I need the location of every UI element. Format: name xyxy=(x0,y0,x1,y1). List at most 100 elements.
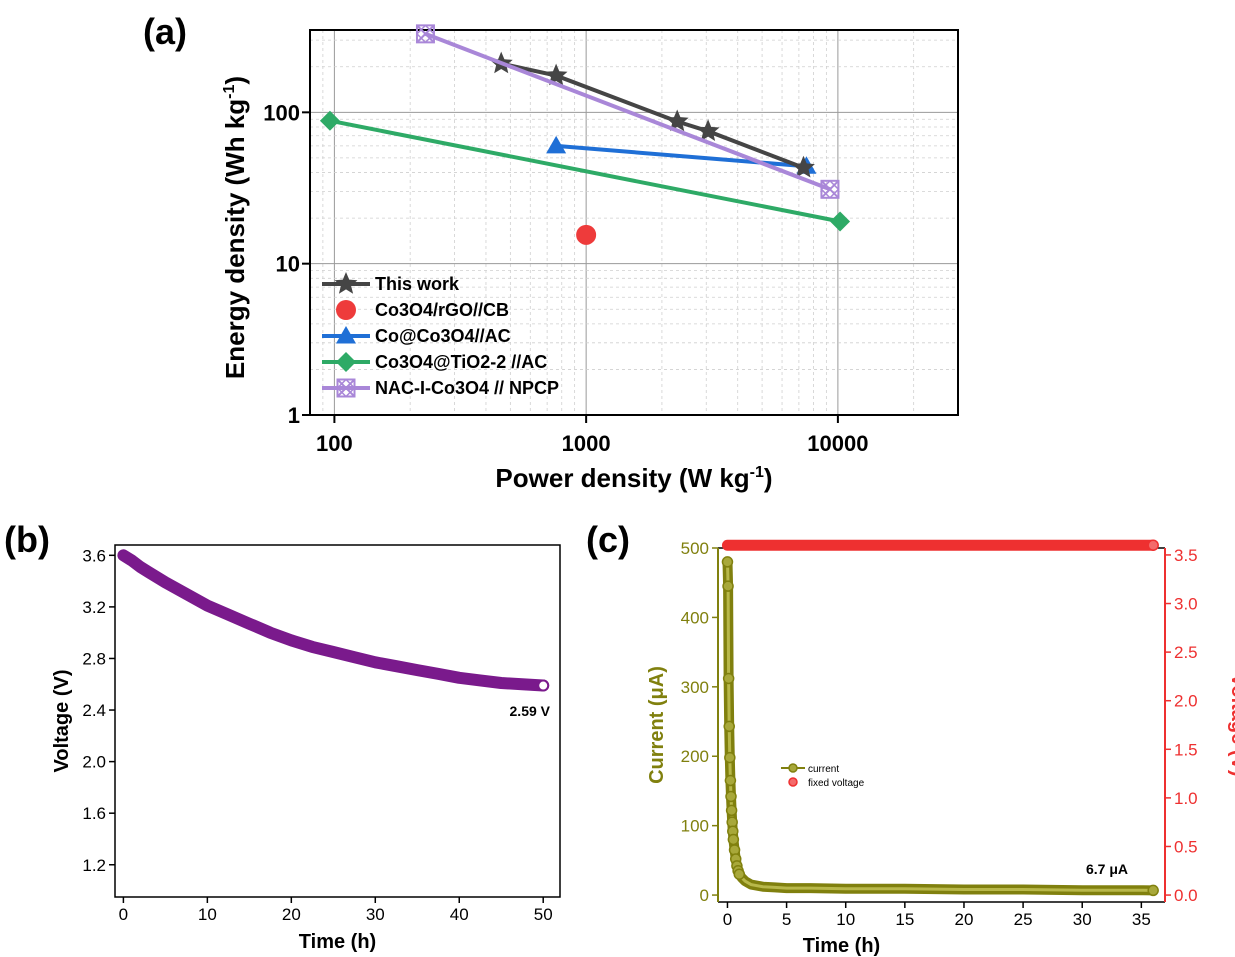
chart-a-series-line xyxy=(424,32,831,192)
chart-c-legend-current-label: current xyxy=(808,764,839,775)
chart-a-point xyxy=(546,135,567,154)
chart-c-xtick-label: 15 xyxy=(895,910,914,929)
chart-b-xtick-label: 20 xyxy=(282,905,301,924)
chart-a-point-diag5 xyxy=(416,24,426,35)
chart-a-legend-label: Co@Co3O4//AC xyxy=(375,326,511,346)
chart-c-current-point xyxy=(723,720,735,733)
chart-a-legend-marker xyxy=(334,272,358,294)
chart-c-ytick-right-label: 3.5 xyxy=(1174,546,1198,565)
chart-a-legend-label: Co3O4/rGO//CB xyxy=(375,300,509,320)
chart-c-xtick-label: 25 xyxy=(1014,910,1033,929)
chart-a-xtick-label: 1000 xyxy=(562,431,611,456)
chart-a-point-diag4 xyxy=(820,188,831,199)
chart-c-annotation: 6.7 μA xyxy=(1086,861,1128,877)
chart-c-ytick-right-label: 3.0 xyxy=(1174,595,1198,614)
panel-label-c: (c) xyxy=(586,519,630,560)
chart-a-point-diag4 xyxy=(416,33,426,43)
chart-a-point-diag2 xyxy=(820,180,840,199)
chart-a-point xyxy=(665,109,689,132)
chart-c-current-point xyxy=(722,580,734,592)
chart-a-ytick-label: 100 xyxy=(263,100,300,125)
chart-a-legend-label: NAC-I-Co3O4 // NPCP xyxy=(375,378,559,398)
chart-c-xtick-label: 5 xyxy=(782,910,791,929)
chart-a-point xyxy=(792,155,815,178)
chart-a-legend-marker xyxy=(336,326,356,344)
chart-c-xlabel: Time (h) xyxy=(803,935,880,957)
chart-a-ytick-label: 10 xyxy=(276,252,300,277)
chart-a-point-diag3 xyxy=(829,180,839,190)
chart-a-series-1 xyxy=(576,224,597,245)
chart-b: 0 10 20 30 40 50 1.2 1.6 2.0 2.4 2.8 3.2 3.6 Time (h)… xyxy=(51,544,561,953)
chart-b-ytick-label: 2.4 xyxy=(82,701,106,720)
chart-a-ytick-label: 1 xyxy=(288,403,300,428)
chart-a-legend-marker-diag5 xyxy=(336,378,347,389)
chart-a-xtick-label: 10000 xyxy=(807,431,868,456)
chart-a-frame xyxy=(309,29,959,416)
chart-a-legend-marker-diag4 xyxy=(336,387,347,398)
chart-a-point xyxy=(319,110,340,131)
chart-c-current-point xyxy=(727,833,740,846)
chart-a-xtick-label: 100 xyxy=(316,431,353,456)
chart-c-current-band xyxy=(722,556,1159,896)
chart-a-series-4 xyxy=(415,24,840,199)
chart-b-annotation: 2.59 V xyxy=(510,703,551,719)
chart-c-voltage-end xyxy=(1147,539,1159,551)
chart-a-legend-label: Co3O4@TiO2-2 //AC xyxy=(375,352,547,372)
chart-c-ytick-left-label: 300 xyxy=(681,678,709,697)
chart-a-series-3 xyxy=(319,110,851,232)
chart-c-series-voltage xyxy=(721,539,1159,551)
chart-c-xtick-label: 35 xyxy=(1132,910,1151,929)
chart-a-point-diag6 xyxy=(829,188,839,199)
chart-c-current-point xyxy=(724,774,737,787)
chart-c-ytick-left-label: 500 xyxy=(681,539,709,558)
chart-b-xtick-label: 0 xyxy=(119,905,128,924)
chart-b-xlabel: Time (h) xyxy=(299,931,376,953)
chart-b-ylabel: Voltage (V) xyxy=(51,670,73,773)
chart-c-ytick-right-label: 0.5 xyxy=(1174,837,1198,856)
chart-c-ytick-right-label: 2.5 xyxy=(1174,643,1198,662)
chart-a-ylabel: Energy density (Wh kg-1) xyxy=(220,76,250,379)
chart-a-legend: This work Co3O4/rGO//CB Co@Co3O4//AC Co3O4@… xyxy=(322,272,559,398)
chart-b-ytick-label: 2.0 xyxy=(82,753,106,772)
chart-c-ylabel-left: Current (μA) xyxy=(646,666,668,784)
chart-c-xtick-label: 20 xyxy=(955,910,974,929)
chart-c-ytick-right-label: 1.5 xyxy=(1174,740,1198,759)
chart-c-current-end xyxy=(1147,884,1159,897)
chart-c-xtick-label: 10 xyxy=(836,910,855,929)
chart-a-series-line xyxy=(329,118,841,224)
chart-b-xtick-label: 30 xyxy=(366,905,385,924)
chart-a-point-diag2 xyxy=(416,24,435,44)
chart-a-point xyxy=(820,179,840,199)
chart-c-ytick-right-label: 1.0 xyxy=(1174,789,1198,808)
chart-b-xtick-label: 40 xyxy=(450,905,469,924)
chart-c-legend-voltage-marker xyxy=(788,777,798,787)
chart-a-point-diag6 xyxy=(424,33,435,43)
chart-c-current-point xyxy=(724,751,736,764)
chart-c: 0 5 10 15 20 25 30 35 0 100 200 300 400 500 0.0 0.5 1.0 1… xyxy=(646,539,1235,957)
chart-c-legend-current-marker xyxy=(788,763,798,773)
chart-a-series-0 xyxy=(489,51,815,178)
chart-a-point xyxy=(576,224,597,245)
chart-c-ytick-left-label: 400 xyxy=(681,608,709,627)
chart-a-point xyxy=(696,119,720,141)
chart-b-end-marker xyxy=(537,679,550,692)
chart-b-xtick-label: 50 xyxy=(534,905,553,924)
chart-a-legend-marker xyxy=(336,300,356,320)
chart-c-legend-voltage-label: fixed voltage xyxy=(808,778,865,789)
chart-a: 100 1000 10000 1 10 100 Power density (W kg-1)… xyxy=(220,24,959,493)
chart-c-ytick-left-label: 0 xyxy=(700,886,709,905)
chart-b-ytick-label: 1.2 xyxy=(82,856,106,875)
chart-c-current-point xyxy=(721,556,734,568)
chart-b-ytick-label: 3.6 xyxy=(82,546,106,565)
chart-b-series-line xyxy=(117,549,550,692)
chart-c-current-point xyxy=(733,868,746,880)
chart-a-point-diag5 xyxy=(820,180,831,190)
chart-c-current-line xyxy=(726,561,1154,892)
panel-label-b: (b) xyxy=(4,519,50,560)
chart-a-xlabel: Power density (W kg-1) xyxy=(495,463,772,493)
chart-c-current-point xyxy=(725,790,737,803)
chart-c-legend: current fixed voltage xyxy=(781,763,865,789)
panel-label-a: (a) xyxy=(143,11,187,52)
chart-b-xtick-label: 10 xyxy=(198,905,217,924)
